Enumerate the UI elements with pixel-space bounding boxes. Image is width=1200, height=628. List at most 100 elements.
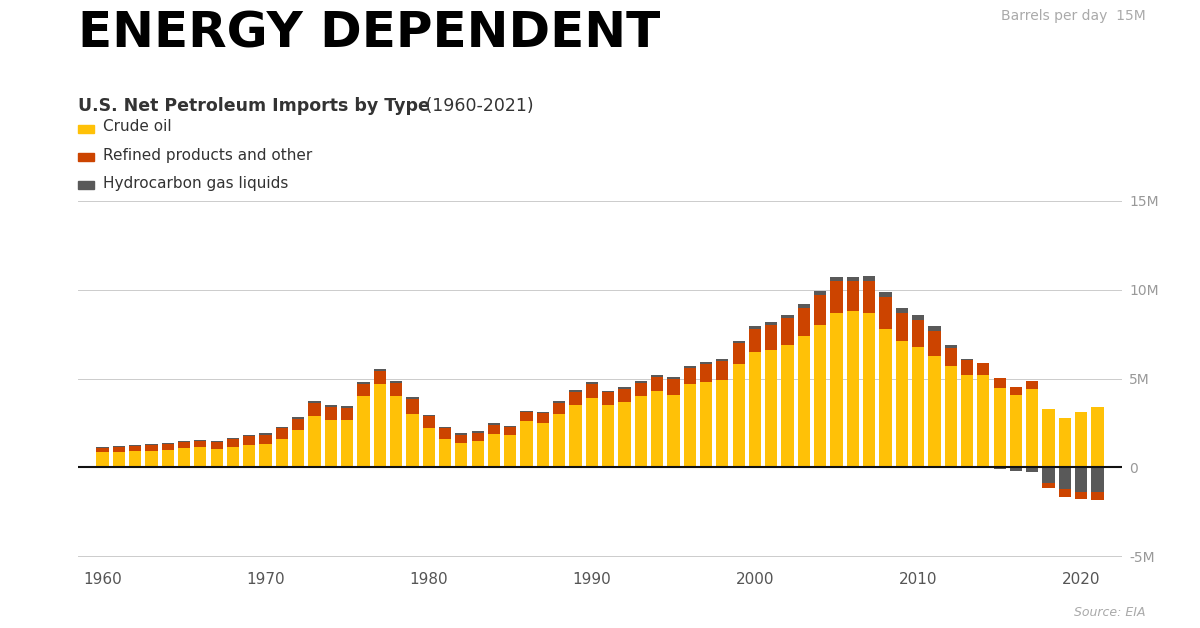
Bar [178,442,190,448]
Bar [1058,467,1072,489]
Bar [504,426,516,428]
Bar [684,368,696,384]
Bar [961,359,973,360]
Bar [488,425,500,434]
Bar [96,448,108,452]
Bar [439,428,451,439]
Bar [504,435,516,467]
Bar [618,387,630,389]
Bar [716,359,728,361]
Bar [521,411,533,413]
Bar [912,315,924,320]
Bar [650,391,664,467]
Bar [684,366,696,368]
Bar [570,405,582,467]
Bar [929,331,941,355]
Bar [210,449,223,467]
Bar [145,444,157,445]
Bar [1026,467,1038,472]
Bar [358,396,370,467]
Bar [373,369,386,371]
Bar [128,451,142,467]
Bar [1058,489,1072,497]
Bar [358,382,370,384]
Bar [667,394,679,467]
Bar [798,336,810,467]
Bar [325,407,337,420]
Bar [536,411,550,413]
Bar [602,392,614,405]
Text: Crude oil: Crude oil [103,119,172,134]
Bar [1075,467,1087,492]
Bar [504,428,516,435]
Bar [276,427,288,428]
Bar [994,378,1006,387]
Bar [781,315,793,318]
Bar [781,345,793,467]
Bar [553,414,565,467]
Bar [1075,492,1087,499]
Bar [766,322,778,325]
Bar [667,379,679,394]
Bar [194,441,206,447]
Bar [880,329,892,467]
Bar [716,361,728,381]
Bar [781,318,793,345]
Bar [961,375,973,467]
Bar [1092,467,1104,492]
Bar [830,313,842,467]
Bar [308,403,320,416]
Bar [1010,387,1022,394]
Bar [586,382,598,384]
Bar [244,435,256,436]
Bar [422,428,434,467]
Bar [635,396,647,467]
Bar [227,438,239,439]
Bar [455,443,468,467]
Bar [1043,484,1055,488]
Bar [863,281,875,313]
Bar [244,436,256,445]
Bar [422,416,434,428]
Bar [276,428,288,439]
Bar [895,308,908,313]
Bar [880,292,892,297]
Bar [521,413,533,421]
Bar [341,408,353,420]
Bar [178,441,190,442]
Bar [536,423,550,467]
Bar [210,442,223,449]
Bar [586,398,598,467]
Bar [912,320,924,347]
Bar [700,382,712,467]
Bar [766,325,778,350]
Bar [96,447,108,448]
Bar [880,297,892,329]
Bar [570,390,582,392]
Bar [929,326,941,331]
Bar [325,420,337,467]
Bar [259,435,271,445]
Bar [373,384,386,467]
Bar [536,413,550,423]
Bar [895,342,908,467]
Bar [358,384,370,396]
Bar [667,377,679,379]
Bar [635,382,647,396]
Bar [113,452,125,467]
Bar [1075,413,1087,467]
Bar [994,467,1006,469]
Bar [341,406,353,408]
Bar [1092,407,1104,467]
Bar [570,392,582,405]
Bar [814,291,827,295]
Bar [407,397,419,399]
Bar [113,447,125,452]
Bar [863,313,875,467]
Bar [128,446,142,451]
Bar [521,421,533,467]
Bar [292,419,305,430]
Bar [113,446,125,447]
Bar [341,420,353,467]
Bar [472,431,484,433]
